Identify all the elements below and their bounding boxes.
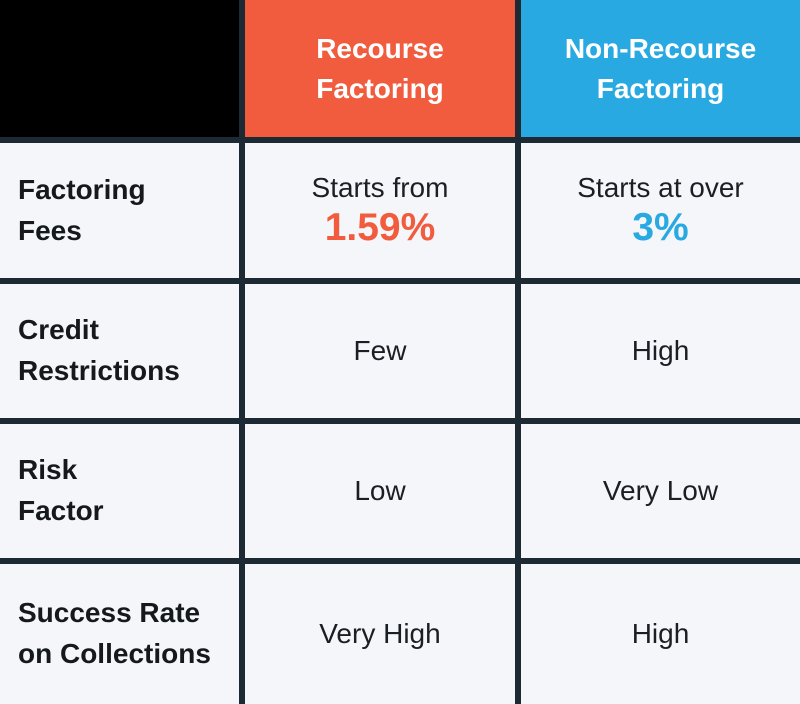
- header-non-recourse-factoring: Non-Recourse Factoring: [521, 0, 800, 143]
- cell-success-rate-recourse: Very High: [245, 564, 521, 704]
- risk-recourse-value: Low: [354, 475, 406, 507]
- row-label-text: Credit Restrictions: [18, 314, 180, 386]
- cell-credit-restrictions-recourse: Few: [245, 284, 521, 424]
- credit-recourse-value: Few: [353, 335, 407, 367]
- row-label-text: Factoring Fees: [18, 173, 146, 246]
- cell-success-rate-non-recourse: High: [521, 564, 800, 704]
- fees-non-recourse-prefix: Starts at over: [577, 171, 744, 203]
- header-non-recourse-label: Non-Recourse Factoring: [564, 32, 757, 104]
- cell-factoring-fees-recourse: Starts from 1.59%: [245, 143, 521, 284]
- header-corner-cell: [0, 0, 245, 143]
- row-label-factoring-fees: Factoring Fees: [0, 143, 245, 284]
- success-non-recourse-value: High: [631, 618, 690, 650]
- fees-non-recourse-value: 3%: [632, 206, 689, 250]
- row-label-credit-restrictions: Credit Restrictions: [0, 284, 245, 424]
- header-recourse-label: Recourse Factoring: [316, 32, 444, 104]
- cell-risk-factor-non-recourse: Very Low: [521, 424, 800, 564]
- fees-recourse-prefix: Starts from: [311, 171, 449, 203]
- risk-non-recourse-value: Very Low: [602, 475, 719, 507]
- cell-risk-factor-recourse: Low: [245, 424, 521, 564]
- success-recourse-value: Very High: [319, 618, 441, 650]
- row-label-text: Success Rate on Collections: [18, 597, 211, 669]
- header-recourse-factoring: Recourse Factoring: [245, 0, 521, 143]
- cell-credit-restrictions-non-recourse: High: [521, 284, 800, 424]
- fees-recourse-value: 1.59%: [324, 206, 436, 250]
- cell-factoring-fees-non-recourse: Starts at over 3%: [521, 143, 800, 284]
- row-label-risk-factor: Risk Factor: [0, 424, 245, 564]
- row-label-success-rate: Success Rate on Collections: [0, 564, 245, 704]
- row-label-text: Risk Factor: [18, 454, 104, 526]
- credit-non-recourse-value: High: [631, 335, 690, 367]
